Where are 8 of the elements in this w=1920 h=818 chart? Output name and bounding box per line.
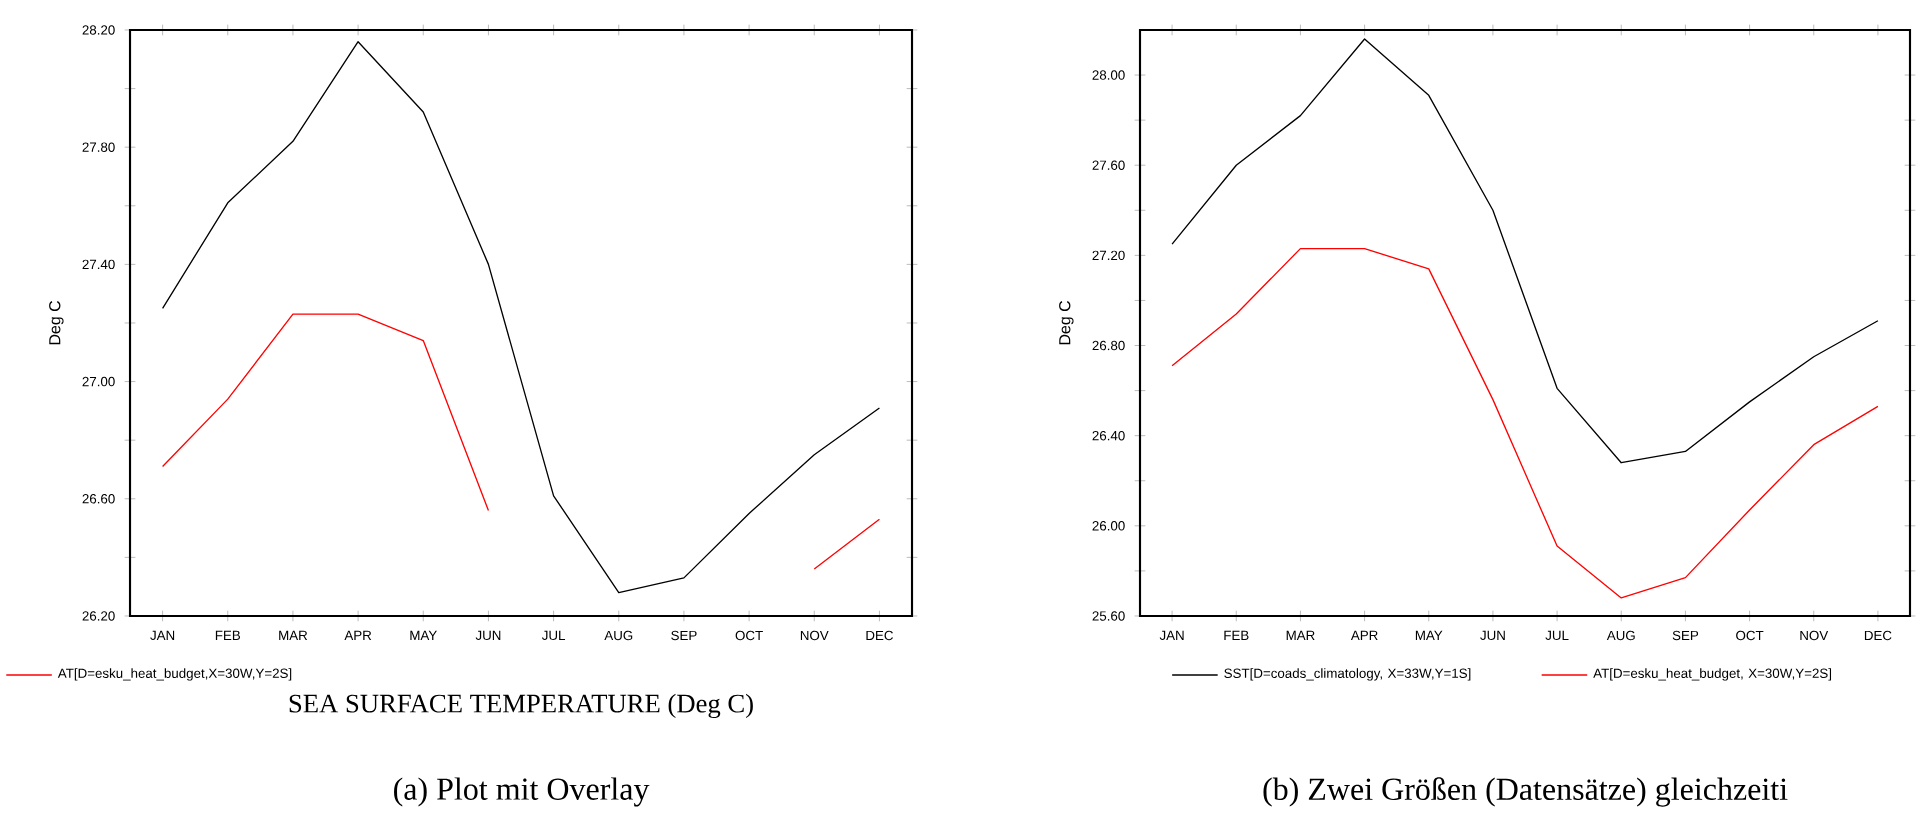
y-axis-title: Deg C: [1059, 300, 1074, 345]
text: (a) Plot mit Overlay: [394, 777, 650, 807]
line-series: [1171, 247, 1879, 599]
line-series: [1171, 38, 1879, 464]
text: SEA SURFACE TEMPERATURE (Deg C): [289, 693, 753, 719]
line-series: [161, 41, 881, 594]
text: (b) Zwei Größen (Datensätze) gleichzeiti: [1263, 777, 1788, 807]
y-axis-title: Deg C: [49, 300, 64, 345]
